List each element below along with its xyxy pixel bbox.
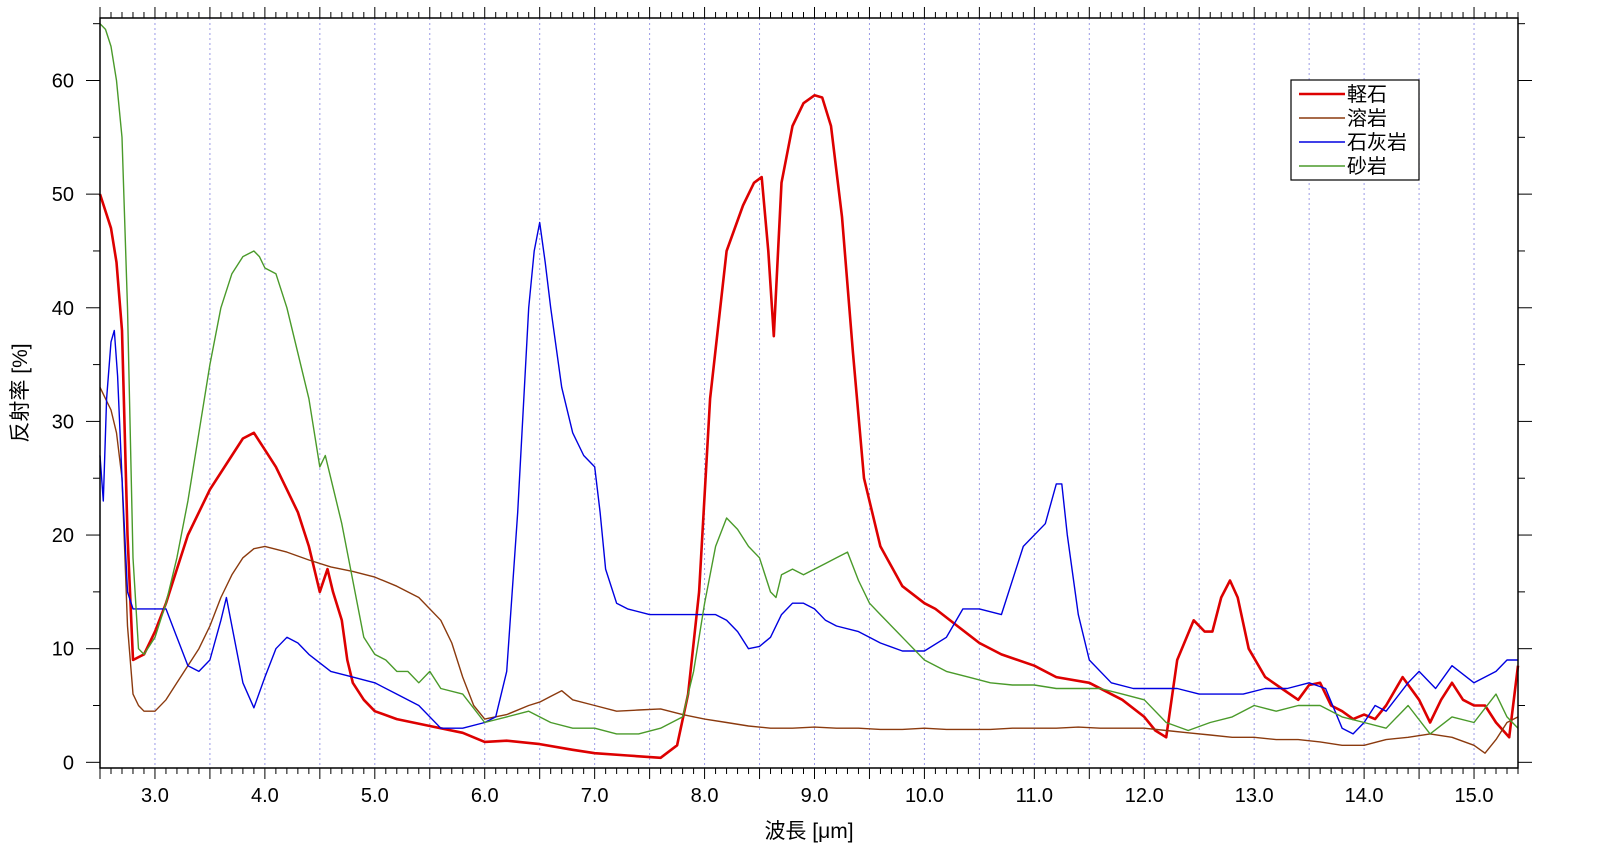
x-tick-label: 7.0 [581,785,609,807]
series-line [99,221,1518,735]
x-tick-label: 11.0 [1016,785,1053,807]
x-tick-label: 6.0 [471,785,499,807]
legend-label: 砂岩 [1347,155,1387,178]
y-tick-label: 50 [52,184,74,206]
series-line [99,386,1519,754]
x-tick-label: 8.0 [691,785,719,807]
x-tick-label: 13.0 [1235,785,1274,807]
y-axis-label: 反射率 [%] [9,343,32,442]
x-tick-label: 10.0 [905,785,944,807]
y-tick-label: 60 [52,71,74,93]
tick-labels: 3.0 4.0 5.0 6.0 7.0 8.0 9.0 10.0 11.0 12.0 13.0 14.… [52,71,1494,808]
legend-label: 溶岩 [1347,107,1387,130]
plot-frame [99,17,1519,769]
x-tick-label: 3.0 [141,785,169,807]
x-tick-label: 5.0 [361,785,389,807]
series-line [99,23,1519,735]
y-tick-label: 40 [52,298,74,320]
y-tick-label: 30 [52,411,74,433]
x-axis-label: 波長 [μm] [764,820,853,843]
legend-label: 軽石 [1347,83,1387,106]
series-layer [98,23,1520,760]
legend-box [1290,79,1420,181]
axis-ticks [86,7,1532,779]
x-tick-label: 14.0 [1345,785,1384,807]
x-tick-label: 12.0 [1125,785,1164,807]
legend-label: 石灰岩 [1347,131,1407,154]
grid-lines [154,18,1475,768]
x-tick-label: 9.0 [801,785,829,807]
y-tick-label: 0 [63,752,74,774]
x-tick-label: 4.0 [251,785,279,807]
series-line [98,94,1520,760]
x-tick-label: 15.0 [1455,785,1494,807]
y-tick-label: 10 [52,639,74,661]
y-tick-label: 20 [52,525,74,547]
